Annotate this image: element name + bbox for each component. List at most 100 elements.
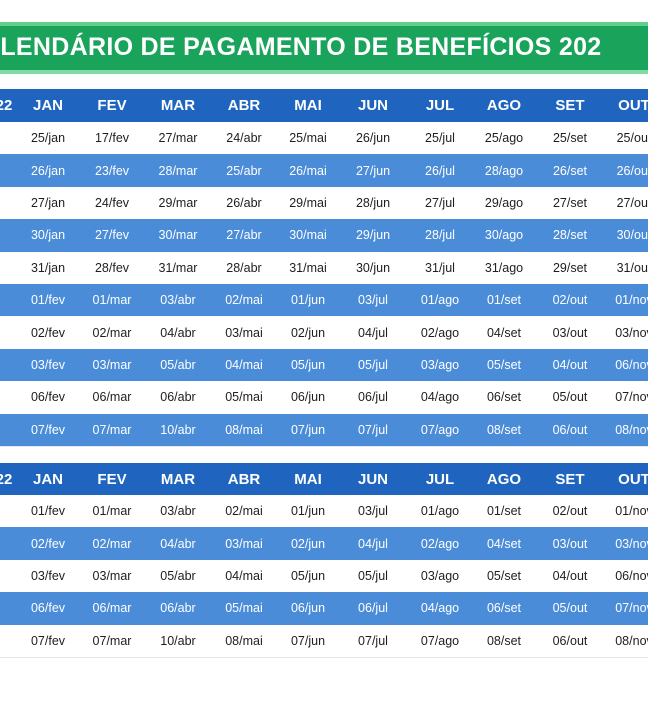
table-bottom-divider bbox=[0, 656, 648, 658]
payment-date-cell: 28/ago bbox=[484, 163, 524, 178]
payment-date-cell: 10/abr bbox=[160, 422, 196, 437]
payment-date-cell: 03/ago bbox=[420, 357, 460, 372]
payment-date-cell: 28/set bbox=[552, 228, 588, 243]
payment-date-cell: 04/jul bbox=[358, 536, 388, 551]
payment-date-cell: 04/set bbox=[486, 325, 522, 340]
header-cell-month: MAR bbox=[160, 97, 196, 114]
header-cell-month: FEV bbox=[97, 470, 127, 488]
payment-date-cell: 31/ago bbox=[484, 260, 524, 275]
payment-date-cell: 03/nov bbox=[615, 325, 648, 340]
header-cell-month: OUT bbox=[618, 97, 648, 114]
payment-date-cell: 06/fev bbox=[30, 601, 66, 616]
payment-date-cell: 02/out bbox=[552, 293, 588, 308]
payment-date-cell: 05/abr bbox=[160, 357, 196, 372]
payment-date-cell: 03/mai bbox=[225, 325, 263, 340]
payment-date-cell: 05/jun bbox=[290, 568, 326, 583]
payment-date-cell: 06/jun bbox=[290, 390, 326, 405]
payment-date-cell: 28/jul bbox=[425, 228, 455, 243]
payment-date-cell: 26/set bbox=[552, 163, 588, 178]
payment-date-cell: 02/mai bbox=[225, 504, 263, 519]
header-cell-month: SET bbox=[555, 470, 585, 488]
payment-date-cell: 06/abr bbox=[160, 390, 196, 405]
payment-date-cell: 28/fev bbox=[94, 260, 130, 275]
payment-date-cell: 30/mai bbox=[289, 228, 327, 243]
payment-date-cell: 27/set bbox=[552, 195, 588, 210]
payment-date-cell: 01/set bbox=[486, 504, 522, 519]
table-row: 07/fev 07/mar 10/abr 08/mai 07/jun 07/jul 07/a… bbox=[0, 624, 648, 657]
payment-date-cell: 06/set bbox=[486, 601, 522, 616]
payment-date-cell: 28/jun bbox=[355, 195, 391, 210]
table-row: 07/fev 07/mar 10/abr 08/mai 07/jun 07/jul 07/a… bbox=[0, 413, 648, 446]
payment-date-cell: 29/mai bbox=[289, 195, 327, 210]
benefits-calendar-table-1: 22 JAN FEV MAR ABR MAI JUN JUL AGO SET OUT 25/jan 17… bbox=[0, 89, 648, 447]
payment-date-cell: 06/out bbox=[552, 633, 588, 648]
payment-date-cell: 24/abr bbox=[226, 131, 262, 146]
payment-date-cell: 31/jan bbox=[30, 260, 66, 275]
payment-date-cell: 27/out bbox=[616, 195, 648, 210]
table-row: 01/fev 01/mar 03/abr 02/mai 01/jun 03/jul 01/a… bbox=[0, 283, 648, 317]
header-cell-month: JUN bbox=[357, 97, 388, 114]
payment-date-cell: 02/jun bbox=[290, 536, 326, 551]
header-cell-month: ABR bbox=[227, 470, 261, 488]
table-row: 06/fev 06/mar 06/abr 05/mai 06/jun 06/jul 04/a… bbox=[0, 592, 648, 625]
payment-date-cell: 04/jul bbox=[358, 325, 388, 340]
payment-date-cell: 04/ago bbox=[420, 390, 460, 405]
payment-date-cell: 27/fev bbox=[94, 228, 130, 243]
payment-date-cell: 27/jun bbox=[355, 163, 391, 178]
header-cell-month: MAI bbox=[294, 470, 322, 488]
header-cell-month: JUL bbox=[425, 97, 455, 114]
payment-date-cell: 07/jun bbox=[290, 633, 326, 648]
payment-date-cell: 05/set bbox=[486, 568, 522, 583]
payment-date-cell: 08/nov bbox=[615, 633, 648, 648]
payment-date-cell: 03/abr bbox=[160, 504, 196, 519]
payment-date-cell: 02/ago bbox=[420, 325, 460, 340]
payment-date-cell: 01/mar bbox=[92, 293, 132, 308]
payment-date-cell: 05/abr bbox=[160, 568, 196, 583]
payment-date-cell: 07/mar bbox=[92, 422, 132, 437]
payment-date-cell: 03/fev bbox=[30, 568, 66, 583]
header-cell-month: AGO bbox=[486, 97, 522, 114]
payment-date-cell: 29/jun bbox=[355, 228, 391, 243]
header-cell-month: ABR bbox=[227, 97, 261, 114]
payment-date-cell: 03/nov bbox=[615, 536, 648, 551]
payment-date-cell: 27/jul bbox=[425, 195, 455, 210]
payment-date-cell: 01/nov bbox=[615, 504, 648, 519]
table-row: 01/fev 01/mar 03/abr 02/mai 01/jun 03/jul 01/a… bbox=[0, 495, 648, 528]
payment-date-cell: 07/fev bbox=[30, 633, 66, 648]
payment-date-cell: 05/jul bbox=[358, 568, 388, 583]
payment-date-cell: 06/out bbox=[552, 422, 588, 437]
payment-date-cell: 30/mar bbox=[158, 228, 198, 243]
payment-date-cell: 23/fev bbox=[94, 163, 130, 178]
payment-date-cell: 25/jan bbox=[30, 131, 66, 146]
payment-date-cell: 02/ago bbox=[420, 536, 460, 551]
payment-date-cell: 31/mai bbox=[289, 260, 327, 275]
payment-date-cell: 27/mar bbox=[158, 131, 198, 146]
payment-date-cell: 06/abr bbox=[160, 601, 196, 616]
payment-date-cell: 25/jul bbox=[425, 131, 455, 146]
payment-date-cell: 01/ago bbox=[420, 504, 460, 519]
payment-date-cell: 25/ago bbox=[484, 131, 524, 146]
payment-date-cell: 02/mar bbox=[92, 325, 132, 340]
payment-date-cell: 27/abr bbox=[226, 228, 262, 243]
payment-date-cell: 02/jun bbox=[290, 325, 326, 340]
benefits-calendar-table-2: 22JANFEVMARABRMAIJUNJULAGOSETOUT01/fev01… bbox=[0, 463, 648, 658]
payment-date-cell: 25/set bbox=[552, 131, 588, 146]
header-cell-month: JUL bbox=[425, 470, 455, 488]
header-cell-month: FEV bbox=[97, 97, 127, 114]
payment-date-cell: 01/nov bbox=[615, 293, 648, 308]
table-bottom-divider bbox=[0, 445, 648, 447]
payment-date-cell: 31/jul bbox=[425, 260, 455, 275]
payment-date-cell: 04/ago bbox=[420, 601, 460, 616]
payment-date-cell: 07/jul bbox=[358, 422, 388, 437]
payment-date-cell: 26/jan bbox=[30, 163, 66, 178]
payment-date-cell: 02/fev bbox=[30, 536, 66, 551]
payment-date-cell: 03/mar bbox=[92, 568, 132, 583]
payment-date-cell: 26/jun bbox=[355, 131, 391, 146]
payment-date-cell: 08/mai bbox=[225, 422, 263, 437]
payment-date-cell: 01/fev bbox=[30, 293, 66, 308]
header-cell-month: SET bbox=[555, 97, 585, 114]
table-row: 06/fev 06/mar 06/abr 05/mai 06/jun 06/jul 04/a… bbox=[0, 381, 648, 414]
payment-date-cell: 01/jun bbox=[290, 293, 326, 308]
payment-date-cell: 03/jul bbox=[358, 293, 388, 308]
payment-date-cell: 26/mai bbox=[289, 163, 327, 178]
